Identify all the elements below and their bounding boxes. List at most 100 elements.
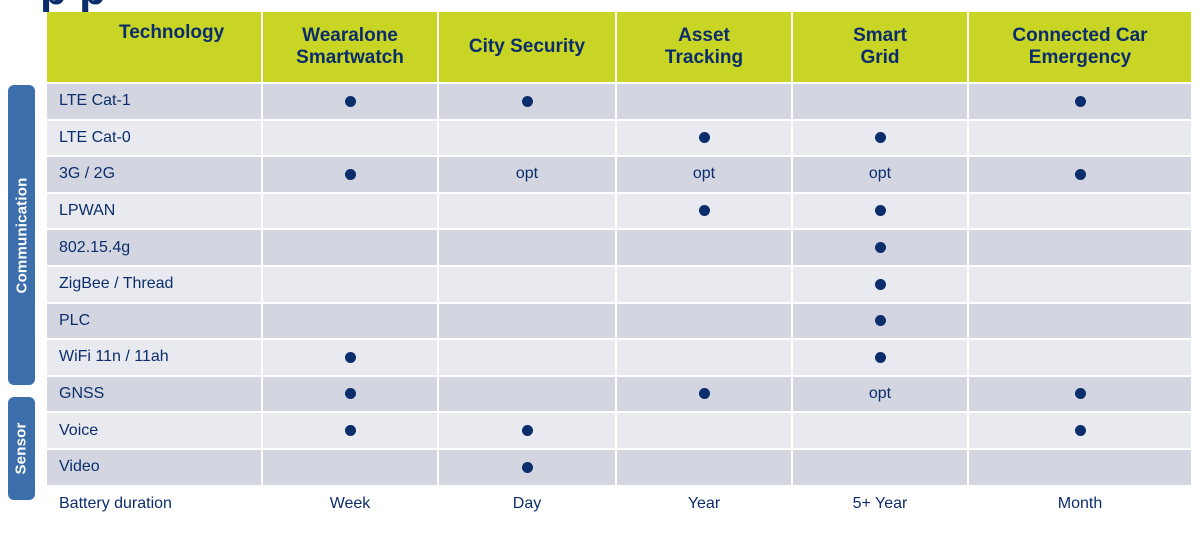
table-row-battery-duration: Battery duration Week Day Year 5+ Year Month: [47, 486, 1191, 522]
bullet-dot-icon: [344, 351, 356, 363]
column-header-line: Wearalone: [302, 25, 398, 46]
table-row-video: Video: [47, 449, 1191, 485]
cell-asset-tracking: [617, 84, 791, 119]
table-row-lpwan: LPWAN: [47, 193, 1191, 229]
table-row-plc: PLC: [47, 303, 1191, 339]
bullet-dot-icon: [1074, 95, 1086, 107]
cell-wearalone-smartwatch: [263, 340, 437, 375]
cell-connected-car-emergency: [969, 120, 1191, 156]
bullet-dot-icon: [874, 351, 886, 363]
cell-smart-grid: [793, 84, 967, 119]
cell-smart-grid: opt: [793, 376, 967, 412]
bullet-dot-icon: [344, 168, 356, 180]
bullet-dot-icon: [874, 241, 886, 253]
cell-city-security: [439, 376, 615, 412]
bullet-dot-icon: [874, 132, 886, 144]
cell-smart-grid: opt: [793, 157, 967, 192]
cell-connected-car-emergency: [969, 266, 1191, 302]
column-header-asset-tracking: Asset Tracking: [617, 12, 791, 82]
cell-city-security: Day: [439, 486, 615, 522]
cell-wearalone-smartwatch: [263, 193, 437, 229]
column-header-smart-grid: Smart Grid: [793, 12, 967, 82]
row-label: 802.15.4g: [47, 230, 261, 265]
cell-connected-car-emergency: [969, 376, 1191, 412]
bullet-dot-icon: [521, 424, 533, 436]
bullet-dot-icon: [698, 205, 710, 217]
column-header-line: Tracking: [664, 47, 744, 68]
cell-connected-car-emergency: [969, 303, 1191, 339]
cell-city-security: [439, 120, 615, 156]
row-label: PLC: [47, 303, 261, 339]
column-header-line: City Security: [468, 36, 586, 57]
cell-connected-car-emergency: Month: [969, 486, 1191, 522]
cell-asset-tracking: [617, 340, 791, 375]
cell-connected-car-emergency: [969, 449, 1191, 485]
table-row-lte-cat-0: LTE Cat-0: [47, 120, 1191, 156]
table-row-zigbee-thread: ZigBee / Thread: [47, 266, 1191, 302]
cell-smart-grid: [793, 413, 967, 448]
cell-smart-grid: [793, 340, 967, 375]
technology-matrix-table: Technology Wearalone Smartwatch City Securi…: [45, 10, 1193, 523]
row-label: LTE Cat-1: [47, 84, 261, 119]
row-label: Battery duration: [47, 486, 261, 522]
cell-smart-grid: [793, 449, 967, 485]
column-header-line: Asset: [678, 25, 730, 46]
cell-connected-car-emergency: [969, 340, 1191, 375]
cell-wearalone-smartwatch: [263, 266, 437, 302]
cell-wearalone-smartwatch: [263, 120, 437, 156]
cell-connected-car-emergency: [969, 230, 1191, 265]
cell-asset-tracking: [617, 230, 791, 265]
table-row-lte-cat-1: LTE Cat-1: [47, 84, 1191, 119]
bullet-dot-icon: [874, 315, 886, 327]
bullet-dot-icon: [1074, 424, 1086, 436]
cell-city-security: opt: [439, 157, 615, 192]
bullet-dot-icon: [698, 132, 710, 144]
cell-wearalone-smartwatch: [263, 376, 437, 412]
cell-city-security: [439, 340, 615, 375]
cell-city-security: [439, 303, 615, 339]
row-label: GNSS: [47, 376, 261, 412]
column-header-line: Connected Car: [1012, 25, 1148, 46]
row-label: WiFi 11n / 11ah: [47, 340, 261, 375]
bullet-dot-icon: [1074, 388, 1086, 400]
bullet-dot-icon: [698, 388, 710, 400]
column-header-line: Smartwatch: [296, 47, 404, 68]
cell-asset-tracking: [617, 449, 791, 485]
sensor-label-text: Sensor: [13, 422, 30, 475]
cell-asset-tracking: opt: [617, 157, 791, 192]
cell-smart-grid: [793, 266, 967, 302]
bullet-dot-icon: [874, 278, 886, 290]
bullet-dot-icon: [344, 95, 356, 107]
table-row-3g-2g: 3G / 2G opt opt opt: [47, 157, 1191, 192]
row-label: LTE Cat-0: [47, 120, 261, 156]
bullet-dot-icon: [521, 461, 533, 473]
cell-connected-car-emergency: [969, 413, 1191, 448]
bullet-dot-icon: [344, 424, 356, 436]
cell-connected-car-emergency: [969, 157, 1191, 192]
cell-wearalone-smartwatch: [263, 84, 437, 119]
cell-wearalone-smartwatch: [263, 413, 437, 448]
communication-group-label: Communication: [8, 85, 35, 385]
cell-asset-tracking: [617, 266, 791, 302]
column-header-connected-car-emergency: Connected Car Emergency: [969, 12, 1191, 82]
column-header-city-security: City Security: [439, 12, 615, 82]
cell-asset-tracking: [617, 413, 791, 448]
cell-smart-grid: [793, 193, 967, 229]
column-header-technology: Technology: [47, 12, 261, 82]
cell-asset-tracking: [617, 193, 791, 229]
bullet-dot-icon: [874, 205, 886, 217]
column-header-line: Technology: [119, 22, 225, 43]
header-row: Technology Wearalone Smartwatch City Securi…: [47, 12, 1191, 82]
cell-wearalone-smartwatch: [263, 449, 437, 485]
cell-asset-tracking: [617, 376, 791, 412]
cell-wearalone-smartwatch: [263, 157, 437, 192]
cell-asset-tracking: Year: [617, 486, 791, 522]
sensor-group-label: Sensor: [8, 397, 35, 500]
cell-smart-grid: [793, 303, 967, 339]
cell-wearalone-smartwatch: [263, 230, 437, 265]
column-header-wearalone-smartwatch: Wearalone Smartwatch: [263, 12, 437, 82]
column-header-line: Emergency: [1028, 47, 1132, 68]
cell-connected-car-emergency: [969, 84, 1191, 119]
cell-city-security: [439, 230, 615, 265]
table-row-wifi-11n-11ah: WiFi 11n / 11ah: [47, 340, 1191, 375]
